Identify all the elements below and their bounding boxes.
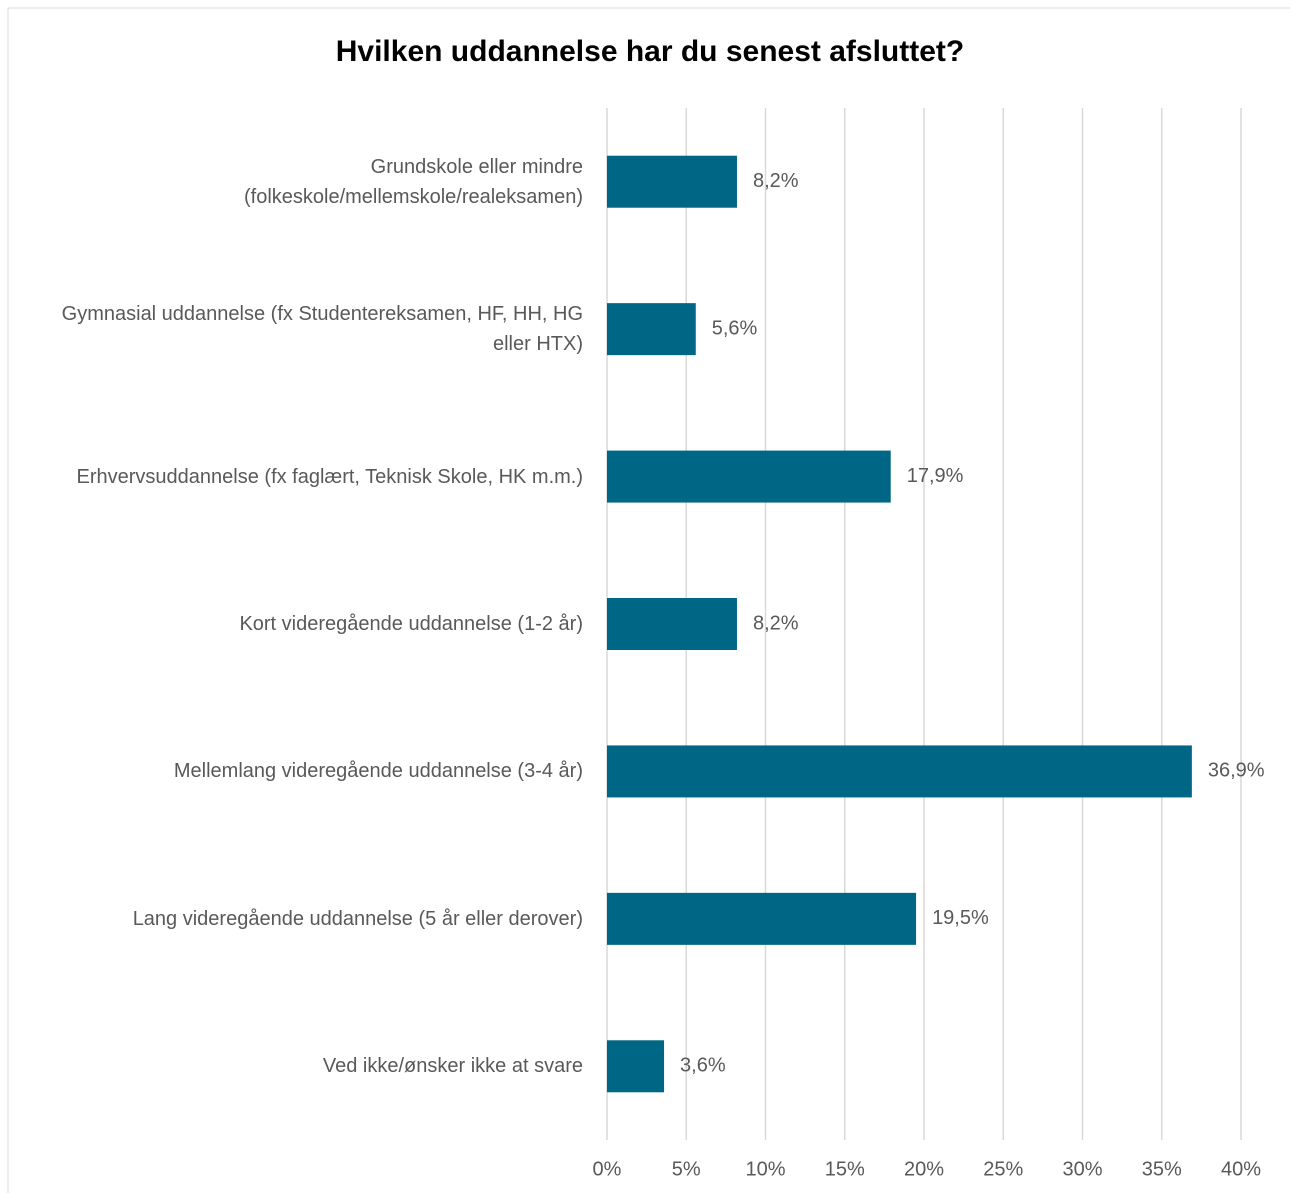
x-tick-label: 30% [1062,1158,1102,1180]
value-label: 36,9% [1208,760,1265,782]
value-label: 8,2% [753,612,799,634]
y-tick-label: Kort videregående uddannelse (1-2 år) [239,613,583,635]
x-tick-label: 40% [1221,1158,1261,1180]
x-tick-label: 25% [983,1158,1023,1180]
x-tick-label: 35% [1142,1158,1182,1180]
bar [607,892,917,945]
value-label: 5,6% [712,317,758,339]
x-tick-label: 0% [593,1158,622,1180]
bar [607,745,1192,798]
bar [607,1040,665,1093]
value-label: 3,6% [680,1055,726,1077]
chart-title: Hvilken uddannelse har du senest afslutt… [336,35,964,68]
y-tick-label: Lang videregående uddannelse (5 år eller… [132,907,583,930]
x-tick-label: 10% [745,1158,785,1180]
value-label: 17,9% [907,465,964,487]
value-label: 8,2% [753,170,799,192]
value-label: 19,5% [932,907,989,929]
bar [607,450,891,503]
bar [607,155,737,208]
x-tick-label: 20% [904,1158,944,1180]
y-tick-label: Gymnasial uddannelse (fx Studentereksame… [61,303,583,356]
y-tick-label: Grundskole eller mindre (folkeskole/mell… [243,155,583,208]
bar [607,598,737,650]
x-tick-label: 15% [825,1158,865,1180]
y-tick-label: Mellemlang videregående uddannelse (3-4 … [173,760,583,783]
y-tick-label: Erhvervsuddannelse (fx faglært, Teknisk … [76,465,583,488]
bar [607,303,696,356]
x-tick-label: 5% [672,1158,701,1180]
y-tick-label: Ved ikke/ønsker ikke at svare [322,1055,583,1078]
